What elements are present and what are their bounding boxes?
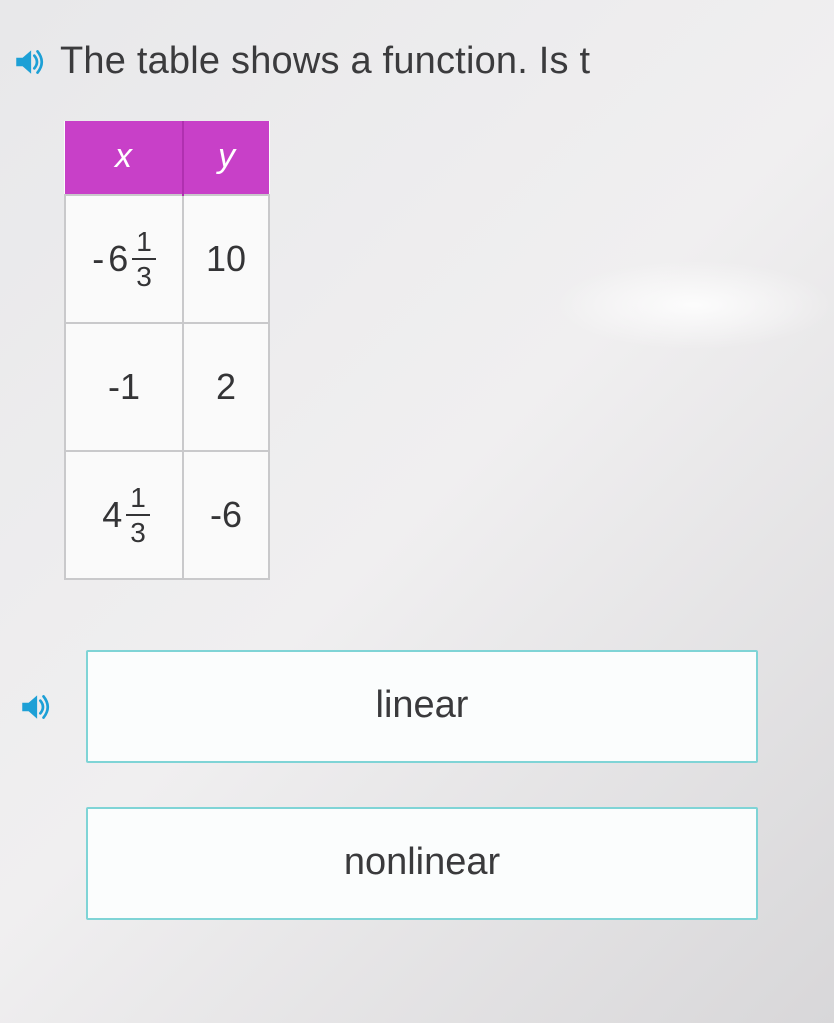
question-row: The table shows a function. Is t (0, 40, 834, 83)
answer-row: linear (18, 650, 834, 763)
table-header-y: y (183, 121, 269, 195)
table-row: - 6 1 3 10 (65, 195, 269, 323)
cell-y: 10 (183, 195, 269, 323)
function-table-wrap: x y - 6 1 3 10 (64, 121, 834, 580)
table-row: 4 1 3 -6 (65, 451, 269, 579)
denominator: 3 (126, 518, 150, 547)
cell-y: -6 (183, 451, 269, 579)
fraction: 1 3 (132, 227, 156, 292)
sign: - (92, 241, 104, 277)
whole: 6 (108, 241, 128, 277)
question-text: The table shows a function. Is t (60, 40, 590, 83)
denominator: 3 (132, 262, 156, 291)
answer-options: linear nonlinear (0, 650, 834, 920)
answer-nonlinear-button[interactable]: nonlinear (86, 807, 758, 920)
speaker-icon[interactable] (12, 45, 46, 79)
cell-y: 2 (183, 323, 269, 451)
cell-x: 4 1 3 (65, 451, 183, 579)
table-header-x: x (65, 121, 183, 195)
table-row: -1 2 (65, 323, 269, 451)
speaker-icon[interactable] (18, 690, 52, 724)
answer-linear-button[interactable]: linear (86, 650, 758, 763)
numerator: 1 (126, 483, 150, 512)
numerator: 1 (132, 227, 156, 256)
function-table: x y - 6 1 3 10 (64, 121, 270, 580)
whole: 4 (102, 497, 122, 533)
cell-x: -1 (65, 323, 183, 451)
answer-row: nonlinear (18, 807, 834, 920)
cell-x: - 6 1 3 (65, 195, 183, 323)
fraction: 1 3 (126, 483, 150, 548)
